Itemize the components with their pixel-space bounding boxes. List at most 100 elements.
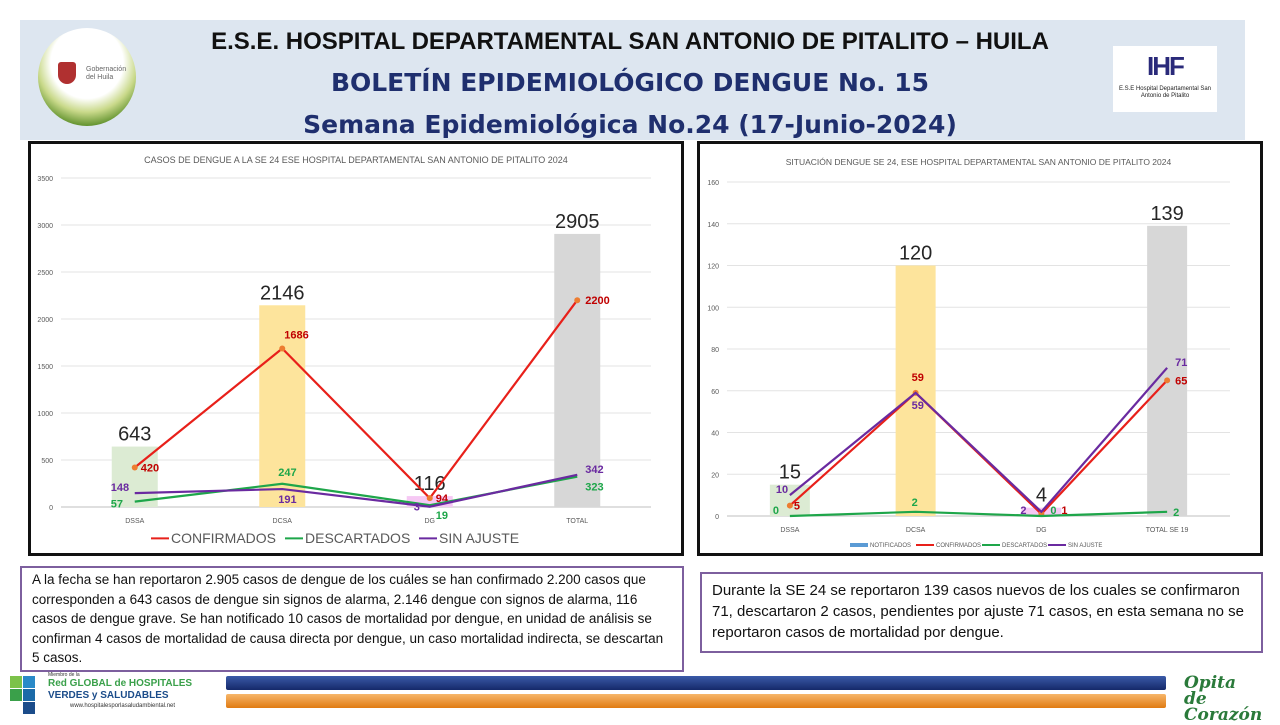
coat-of-arms-icon <box>58 62 76 84</box>
y-tick-label: 40 <box>711 431 719 438</box>
bar-value-label: 2905 <box>555 211 600 233</box>
bar-dssa <box>111 446 158 507</box>
header-banner <box>20 20 1245 140</box>
bar-value-label: 120 <box>899 243 932 265</box>
x-tick-label: TOTAL SE 19 <box>1146 527 1189 534</box>
bar-value-label: 2146 <box>260 282 305 304</box>
green-hospitals-network-logo: Miembro de la Red GLOBAL de HOSPITALES V… <box>10 672 220 714</box>
bar-total <box>554 233 601 507</box>
data-label: 59 <box>912 400 924 412</box>
data-label: 2 <box>1020 505 1026 517</box>
confirmados-marker <box>574 297 581 304</box>
opita-logo-text: Opita de Corazón <box>1184 673 1263 725</box>
y-tick-label: 80 <box>711 347 719 354</box>
network-line1: Red GLOBAL de HOSPITALES <box>48 678 193 689</box>
data-label: 10 <box>776 484 788 496</box>
data-label: 3 <box>414 502 420 514</box>
data-label: 420 <box>141 463 159 475</box>
x-tick-label: DG <box>425 518 436 525</box>
chart-title: SITUACIÓN DENGUE SE 24, ESE HOSPITAL DEP… <box>786 157 1172 167</box>
y-tick-label: 0 <box>715 514 719 521</box>
data-label: 5 <box>794 501 800 513</box>
data-label: 0 <box>773 505 779 517</box>
hospital-logo: IHF E.S.E Hospital Departamental San Ant… <box>1113 46 1217 112</box>
confirmados-marker <box>426 495 433 502</box>
cumulative-cases-chart-svg: CASOS DE DENGUE A LA SE 24 ESE HOSPITAL … <box>37 155 651 546</box>
data-label: 1 <box>1061 505 1067 517</box>
week-situation-chart-svg: SITUACIÓN DENGUE SE 24, ESE HOSPITAL DEP… <box>707 157 1230 549</box>
line-confirmados <box>789 379 1168 516</box>
y-tick-label: 1500 <box>37 364 53 371</box>
data-label: 2 <box>912 497 918 509</box>
line-sin-ajuste <box>789 367 1168 514</box>
legend-label: SIN AJUSTE <box>1068 543 1102 549</box>
y-tick-label: 3500 <box>37 176 53 183</box>
y-tick-label: 1000 <box>37 411 53 418</box>
bar-total-se-19 <box>1147 225 1188 516</box>
y-tick-label: 160 <box>707 180 719 187</box>
y-tick-label: 100 <box>707 305 719 312</box>
y-tick-label: 140 <box>707 222 719 229</box>
bar-value-label: 139 <box>1150 203 1183 225</box>
footer-blue-stripe <box>226 676 1166 690</box>
y-tick-label: 500 <box>41 458 53 465</box>
bar-dssa <box>769 484 810 516</box>
cumulative-cases-chart: CASOS DE DENGUE A LA SE 24 ESE HOSPITAL … <box>28 141 684 556</box>
confirmados-marker <box>279 345 286 352</box>
legend-label: SIN AJUSTE <box>439 530 519 546</box>
week-summary-text: Durante la SE 24 se reportaron 139 casos… <box>700 572 1263 653</box>
x-tick-label: DCSA <box>273 518 293 525</box>
confirmados-marker <box>786 502 793 509</box>
week-situation-chart: SITUACIÓN DENGUE SE 24, ESE HOSPITAL DEP… <box>697 141 1263 556</box>
line-sin-ajuste <box>134 473 578 508</box>
x-tick-label: DSSA <box>125 518 144 525</box>
line-descartados <box>789 510 1168 518</box>
data-label: 2200 <box>585 295 609 307</box>
legend-label: DESCARTADOS <box>305 530 410 546</box>
legend-label: CONFIRMADOS <box>936 543 981 549</box>
y-tick-label: 0 <box>49 505 53 512</box>
line-confirmados <box>134 299 579 500</box>
data-label: 65 <box>1175 375 1187 387</box>
hospital-logo-mark: IHF <box>1147 51 1185 81</box>
data-label: 191 <box>278 494 296 506</box>
data-label: 1686 <box>284 330 308 342</box>
network-url: www.hospitalesporlasaludambiental.net <box>70 703 176 709</box>
bar-dg <box>406 496 453 507</box>
data-label: 323 <box>585 482 603 494</box>
data-label: 342 <box>585 464 603 476</box>
data-label: 59 <box>912 372 924 384</box>
bar-dcsa <box>259 305 306 507</box>
opita-de-corazon-logo: Opita de Corazón <box>1180 655 1262 724</box>
hospital-title: E.S.E. HOSPITAL DEPARTAMENTAL SAN ANTONI… <box>211 28 1049 55</box>
legend-label: CONFIRMADOS <box>171 530 276 546</box>
legend-label: DESCARTADOS <box>1002 543 1047 549</box>
x-tick-label: TOTAL <box>566 518 588 525</box>
x-tick-label: DG <box>1036 527 1047 534</box>
cumulative-summary-text: A la fecha se han reportaron 2.905 casos… <box>20 566 684 672</box>
data-label: 0 <box>1050 505 1056 517</box>
data-label: 148 <box>111 482 129 494</box>
data-label: 57 <box>111 499 123 511</box>
y-tick-label: 2500 <box>37 270 53 277</box>
legend-label: NOTIFICADOS <box>870 543 911 549</box>
confirmados-marker <box>131 464 138 471</box>
y-tick-label: 60 <box>711 389 719 396</box>
legend-swatch-notificados <box>850 543 868 547</box>
x-tick-label: DSSA <box>780 527 799 534</box>
chart-title: CASOS DE DENGUE A LA SE 24 ESE HOSPITAL … <box>144 155 568 165</box>
bar-value-label: 15 <box>779 462 801 484</box>
footer-orange-stripe <box>226 694 1166 708</box>
data-label: 19 <box>436 510 448 522</box>
data-label: 247 <box>278 467 296 479</box>
data-label: 2 <box>1173 507 1179 519</box>
bulletin-title: BOLETÍN EPIDEMIOLÓGICO DENGUE No. 15 <box>330 68 930 97</box>
bar-value-label: 4 <box>1036 485 1047 507</box>
y-tick-label: 20 <box>711 472 719 479</box>
gobernacion-logo-text: Gobernación del Huila <box>86 66 127 81</box>
y-tick-label: 120 <box>707 264 719 271</box>
confirmados-marker <box>1164 377 1171 384</box>
data-label: 71 <box>1175 357 1187 369</box>
hospital-logo-text: E.S.E Hospital Departamental San Antonio… <box>1118 86 1212 99</box>
bar-value-label: 643 <box>118 424 151 446</box>
